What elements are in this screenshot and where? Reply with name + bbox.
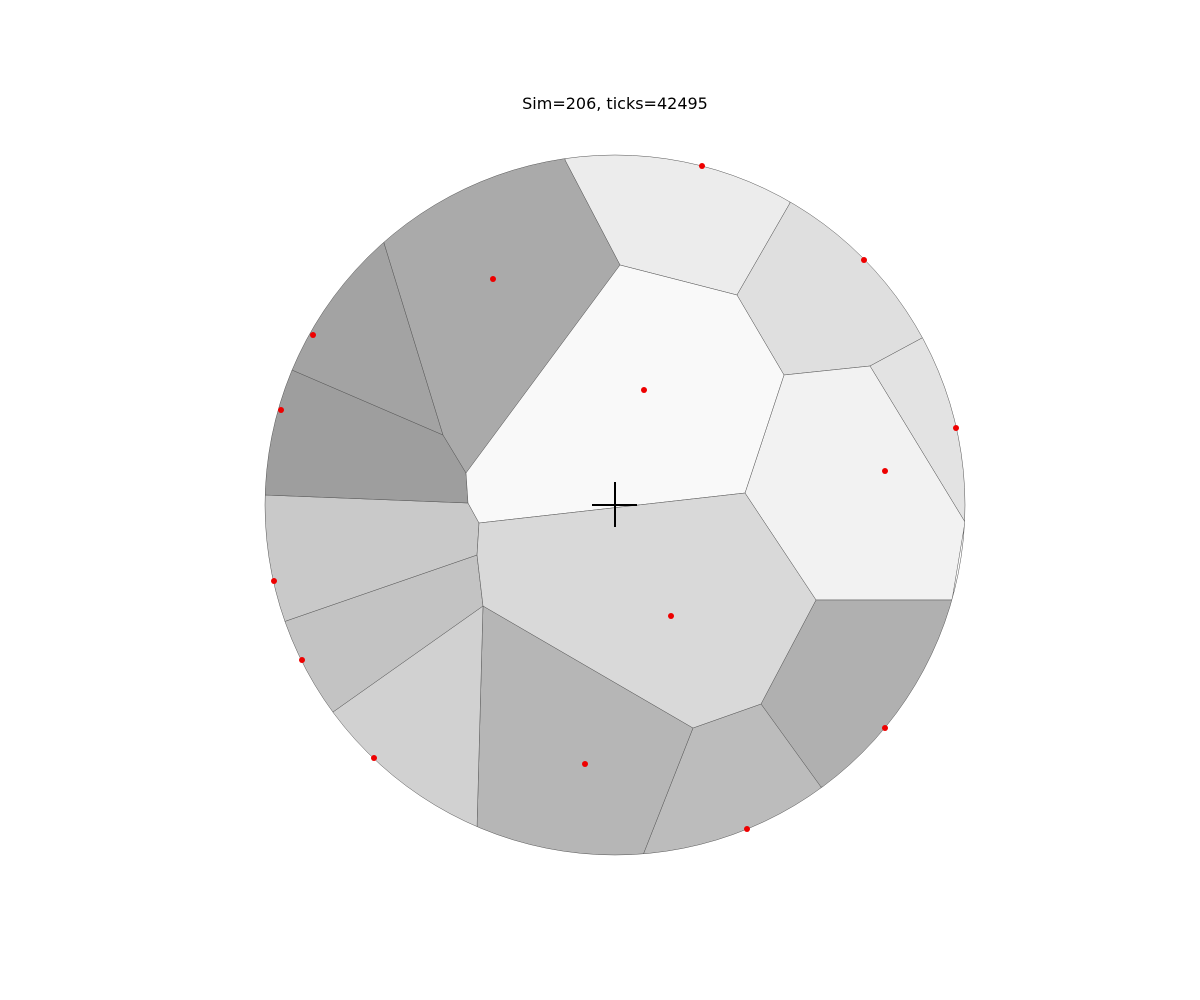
- site-dot: [490, 276, 496, 282]
- site-dot: [641, 387, 647, 393]
- site-dot: [278, 407, 284, 413]
- site-dot: [953, 425, 959, 431]
- site-dot: [668, 613, 674, 619]
- site-dot: [882, 468, 888, 474]
- chart-title: Sim=206, ticks=42495: [522, 94, 708, 113]
- cell-middle: [476, 492, 817, 729]
- cell-top-right: [736, 155, 965, 376]
- site-dot: [299, 657, 305, 663]
- site-dot: [310, 332, 316, 338]
- site-dot: [271, 578, 277, 584]
- cell-layer: [265, 155, 965, 855]
- site-dot: [371, 755, 377, 761]
- site-dot: [861, 257, 867, 263]
- site-dot: [582, 761, 588, 767]
- site-dot: [699, 163, 705, 169]
- site-dot: [744, 826, 750, 832]
- site-layer: [271, 163, 959, 832]
- site-dot: [882, 725, 888, 731]
- disk-boundary: [264, 154, 966, 856]
- crosshair-marker: [592, 482, 637, 527]
